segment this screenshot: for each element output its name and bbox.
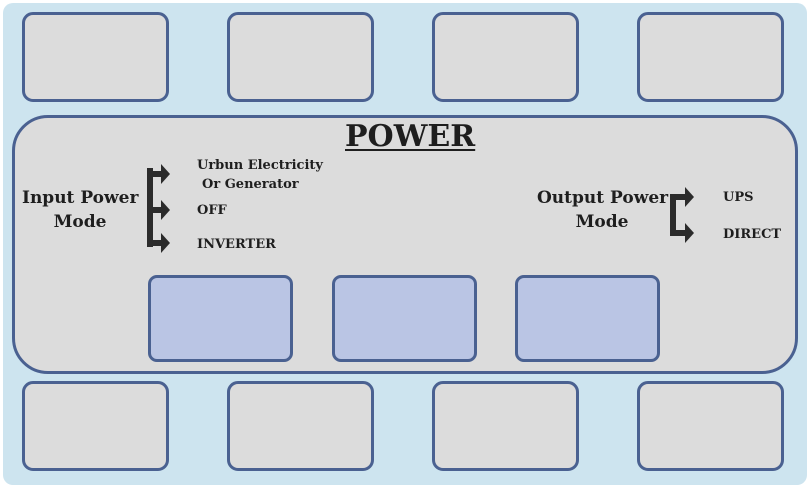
input-power-mode-label: Input Power Mode xyxy=(22,186,138,234)
panel-button-3[interactable] xyxy=(515,275,660,362)
output-arrow-direct-icon xyxy=(670,223,694,243)
input-option-off: OFF xyxy=(197,203,227,218)
output-power-mode-label: Output Power Mode xyxy=(537,186,669,234)
top-slot-3[interactable] xyxy=(432,12,579,102)
input-arrow-off-icon xyxy=(147,200,170,220)
input-label-line2: Mode xyxy=(53,212,107,232)
panel-title: POWER xyxy=(345,119,476,154)
input-option-inverter: INVERTER xyxy=(197,237,276,252)
bottom-slot-1[interactable] xyxy=(22,381,169,471)
panel-button-1[interactable] xyxy=(148,275,293,362)
output-arrows xyxy=(670,187,694,243)
bottom-slot-2[interactable] xyxy=(227,381,374,471)
input-option-generator: Or Generator xyxy=(202,177,299,192)
top-slot-2[interactable] xyxy=(227,12,374,102)
output-label-line1: Output Power xyxy=(537,188,669,208)
output-arrow-trunk xyxy=(670,194,676,236)
output-label-line2: Mode xyxy=(575,212,629,232)
input-label-line1: Input Power xyxy=(22,188,139,208)
input-arrows xyxy=(147,164,170,253)
output-option-ups: UPS xyxy=(723,190,754,205)
output-arrow-ups-icon xyxy=(670,187,694,207)
panel-button-2[interactable] xyxy=(332,275,477,362)
input-arrow-inverter-icon xyxy=(147,233,170,253)
top-slot-4[interactable] xyxy=(637,12,784,102)
bottom-slot-4[interactable] xyxy=(637,381,784,471)
bottom-slot-3[interactable] xyxy=(432,381,579,471)
output-option-direct: DIRECT xyxy=(723,227,782,242)
input-option-urban-electricity: Urbun Electricity xyxy=(197,158,323,173)
input-arrow-urban-electricity-icon xyxy=(147,164,170,184)
top-slot-1[interactable] xyxy=(22,12,169,102)
